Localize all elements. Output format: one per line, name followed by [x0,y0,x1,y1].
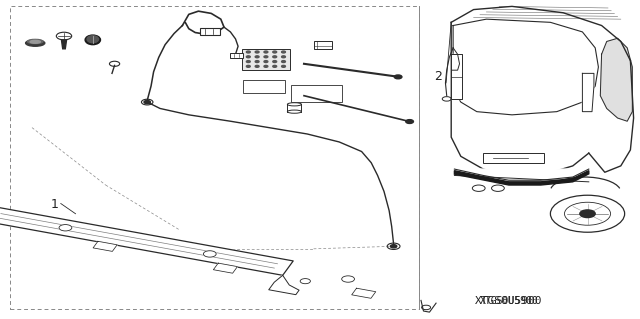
Ellipse shape [87,36,99,43]
Circle shape [246,65,250,67]
Ellipse shape [287,103,301,106]
Circle shape [264,51,268,53]
Polygon shape [0,206,293,275]
Circle shape [144,100,150,104]
Circle shape [59,225,72,231]
Circle shape [264,61,268,63]
Ellipse shape [287,110,301,113]
Ellipse shape [26,40,45,46]
Text: 1: 1 [51,198,58,211]
Circle shape [273,65,276,67]
Polygon shape [454,169,589,180]
Bar [10,6,419,309]
Polygon shape [453,19,598,115]
Polygon shape [352,288,376,298]
Circle shape [255,51,259,53]
Polygon shape [600,38,632,121]
Circle shape [282,56,285,58]
Circle shape [264,56,268,58]
Circle shape [390,245,397,248]
Polygon shape [213,263,237,273]
Ellipse shape [85,35,100,45]
Bar [291,85,342,102]
Circle shape [246,56,250,58]
Circle shape [246,51,250,53]
Circle shape [255,65,259,67]
Text: XTGS0U5900: XTGS0U5900 [479,296,538,307]
Circle shape [550,195,625,232]
Bar [200,28,220,35]
Circle shape [580,210,595,218]
Circle shape [273,51,276,53]
Bar [314,41,332,49]
Circle shape [406,120,413,123]
Bar [242,49,290,70]
Circle shape [255,61,259,63]
Polygon shape [269,275,299,295]
Circle shape [273,56,276,58]
Circle shape [273,61,276,63]
Polygon shape [451,54,462,99]
Circle shape [255,56,259,58]
Text: 2: 2 [435,70,442,83]
Bar [243,80,285,93]
Ellipse shape [30,41,40,43]
Polygon shape [61,40,67,49]
Circle shape [342,276,355,282]
Text: XTGS0U5900: XTGS0U5900 [475,296,543,307]
Bar [483,153,544,163]
Polygon shape [582,73,594,112]
Circle shape [282,61,285,63]
Circle shape [282,51,285,53]
Polygon shape [454,171,589,185]
Circle shape [282,65,285,67]
Bar [230,53,243,58]
Circle shape [264,65,268,67]
Circle shape [204,251,216,257]
Polygon shape [287,104,301,112]
Circle shape [246,61,250,63]
Circle shape [394,75,402,79]
Ellipse shape [28,40,43,44]
Polygon shape [93,241,117,251]
